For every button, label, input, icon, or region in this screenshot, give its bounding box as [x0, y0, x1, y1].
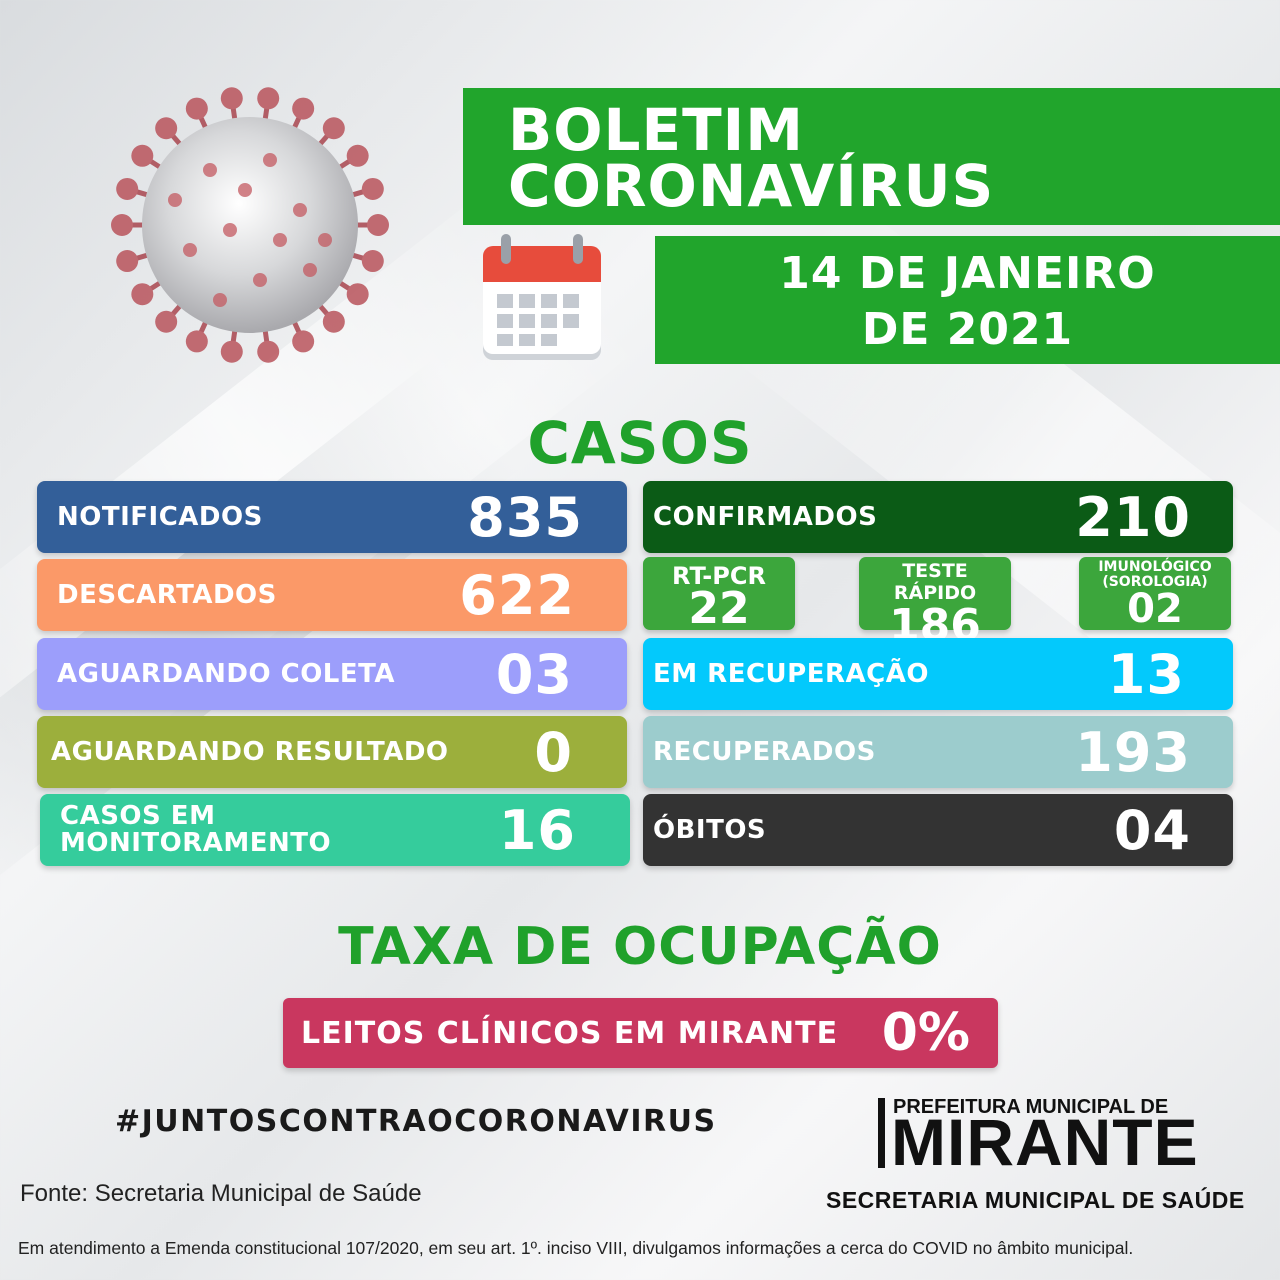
- taxa-ocupacao-heading: TAXA DE OCUPAÇÃO: [338, 917, 942, 977]
- test-label-line-1: IMUNOLÓGICO: [1098, 559, 1212, 575]
- title-line-1: BOLETIM: [508, 96, 804, 164]
- leitos-clinicos-card: LEITOS CLÍNICOS EM MIRANTE 0%: [283, 998, 998, 1068]
- card-value: 622: [459, 563, 575, 627]
- card-em-recuperacao: EM RECUPERAÇÃO 13: [643, 638, 1233, 710]
- card-recuperados: RECUPERADOS 193: [643, 716, 1233, 788]
- card-value: 210: [1075, 485, 1191, 549]
- card-value: 16: [498, 798, 576, 862]
- test-teste-rapido: TESTE RÁPIDO 186: [859, 557, 1011, 648]
- card-casos-monitoramento: CASOS EM MONITORAMENTO 16: [40, 794, 630, 866]
- test-value: 02: [1127, 586, 1183, 632]
- card-label: RECUPERADOS: [653, 736, 876, 767]
- card-label: CASOS EM MONITORAMENTO: [60, 803, 331, 857]
- card-confirmados: CONFIRMADOS 210: [643, 481, 1233, 553]
- casos-heading: CASOS: [527, 409, 753, 477]
- card-label: CONFIRMADOS: [653, 501, 878, 532]
- card-label-line-2: MONITORAMENTO: [60, 828, 332, 858]
- test-value: 22: [688, 583, 750, 634]
- card-value: 03: [495, 642, 573, 706]
- card-aguardando-resultado: AGUARDANDO RESULTADO 0: [37, 716, 627, 788]
- card-value: 0: [534, 720, 573, 784]
- calendar-icon: [483, 234, 601, 360]
- card-notificados: NOTIFICADOS 835: [37, 481, 627, 553]
- legal-note: Em atendimento a Emenda constitucional 1…: [18, 1238, 1134, 1258]
- source-text: Fonte: Secretaria Municipal de Saúde: [20, 1180, 422, 1207]
- test-label: TESTE RÁPIDO: [893, 560, 977, 604]
- hashtag: #JUNTOSCONTRAOCORONAVIRUS: [115, 1104, 717, 1139]
- bulletin-title-banner: BOLETIM CORONAVÍRUS: [463, 88, 1280, 225]
- card-label: AGUARDANDO RESULTADO: [51, 736, 449, 767]
- card-label: EM RECUPERAÇÃO: [653, 658, 929, 689]
- test-label: RT-PCR: [672, 562, 766, 590]
- date-line-2: DE 2021: [861, 304, 1074, 355]
- test-label-line-2: (SOROLOGIA): [1102, 574, 1208, 590]
- card-label: ÓBITOS: [653, 814, 767, 845]
- card-value: 13: [1107, 642, 1185, 706]
- test-imunologico: IMUNOLÓGICO (SOROLOGIA) 02: [1079, 557, 1231, 630]
- card-obitos: ÓBITOS 04: [643, 794, 1233, 866]
- coronavirus-illustration: [111, 87, 389, 363]
- card-label-line-1: CASOS EM: [60, 801, 216, 831]
- logo-mirante-text: MIRANTE: [891, 1105, 1199, 1179]
- card-value: 835: [467, 485, 583, 549]
- card-value: 193: [1075, 720, 1191, 784]
- logo-secretaria-text: SECRETARIA MUNICIPAL DE SAÚDE: [826, 1187, 1245, 1213]
- card-aguardando-coleta: AGUARDANDO COLETA 03: [37, 638, 627, 710]
- logo-prefeitura-text: PREFEITURA MUNICIPAL DE: [893, 1096, 1169, 1118]
- card-descartados: DESCARTADOS 622: [37, 559, 627, 631]
- title-line-2: CORONAVÍRUS: [508, 152, 995, 220]
- date-line-1: 14 DE JANEIRO: [779, 248, 1156, 299]
- logo-bar: [878, 1098, 885, 1168]
- test-rt-pcr: RT-PCR 22: [643, 557, 795, 634]
- card-label: DESCARTADOS: [57, 579, 277, 610]
- leitos-label: LEITOS CLÍNICOS EM MIRANTE: [301, 1015, 839, 1051]
- bulletin-date-banner: 14 DE JANEIRO DE 2021: [655, 236, 1280, 364]
- leitos-value: 0%: [881, 1003, 970, 1063]
- card-value: 04: [1113, 798, 1191, 862]
- card-label: NOTIFICADOS: [57, 501, 263, 532]
- card-label: AGUARDANDO COLETA: [57, 658, 395, 689]
